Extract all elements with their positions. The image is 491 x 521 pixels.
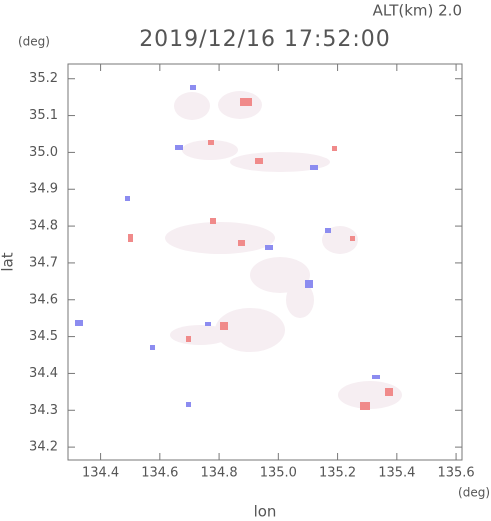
chart-subtitle: ALT(km) 2.0 bbox=[373, 2, 462, 20]
x-tick-label: 135.6 bbox=[437, 466, 474, 481]
y-tick-label: 34.2 bbox=[29, 440, 58, 455]
y-unit: (deg) bbox=[18, 35, 50, 49]
y-tick-label: 34.6 bbox=[29, 292, 58, 307]
y-tick-label: 34.4 bbox=[29, 366, 58, 381]
y-tick-label: 34.8 bbox=[29, 219, 58, 234]
x-tick-label: 135.4 bbox=[378, 466, 415, 481]
y-tick-label: 34.5 bbox=[29, 329, 58, 344]
x-tick-label: 134.6 bbox=[141, 466, 178, 481]
x-tick-label: 134.4 bbox=[82, 466, 119, 481]
x-tick-label: 135.0 bbox=[260, 466, 297, 481]
chart-title: 2019/12/16 17:52:00 bbox=[139, 27, 391, 52]
y-tick-label: 34.3 bbox=[29, 403, 58, 418]
y-tick-label: 35.2 bbox=[29, 71, 58, 86]
y-tick-label: 34.7 bbox=[29, 255, 58, 270]
x-tick-label: 134.8 bbox=[200, 466, 237, 481]
x-tick-label: 135.2 bbox=[319, 466, 356, 481]
y-tick-label: 35.0 bbox=[29, 145, 58, 160]
y-tick-label: 34.9 bbox=[29, 182, 58, 197]
echo-field bbox=[75, 85, 402, 410]
x-axis-label: lon bbox=[254, 503, 277, 521]
y-tick-label: 35.1 bbox=[29, 108, 58, 123]
y-axis-label: lat bbox=[0, 252, 17, 271]
x-unit: (deg) bbox=[458, 486, 490, 500]
plot-frame bbox=[67, 63, 463, 461]
